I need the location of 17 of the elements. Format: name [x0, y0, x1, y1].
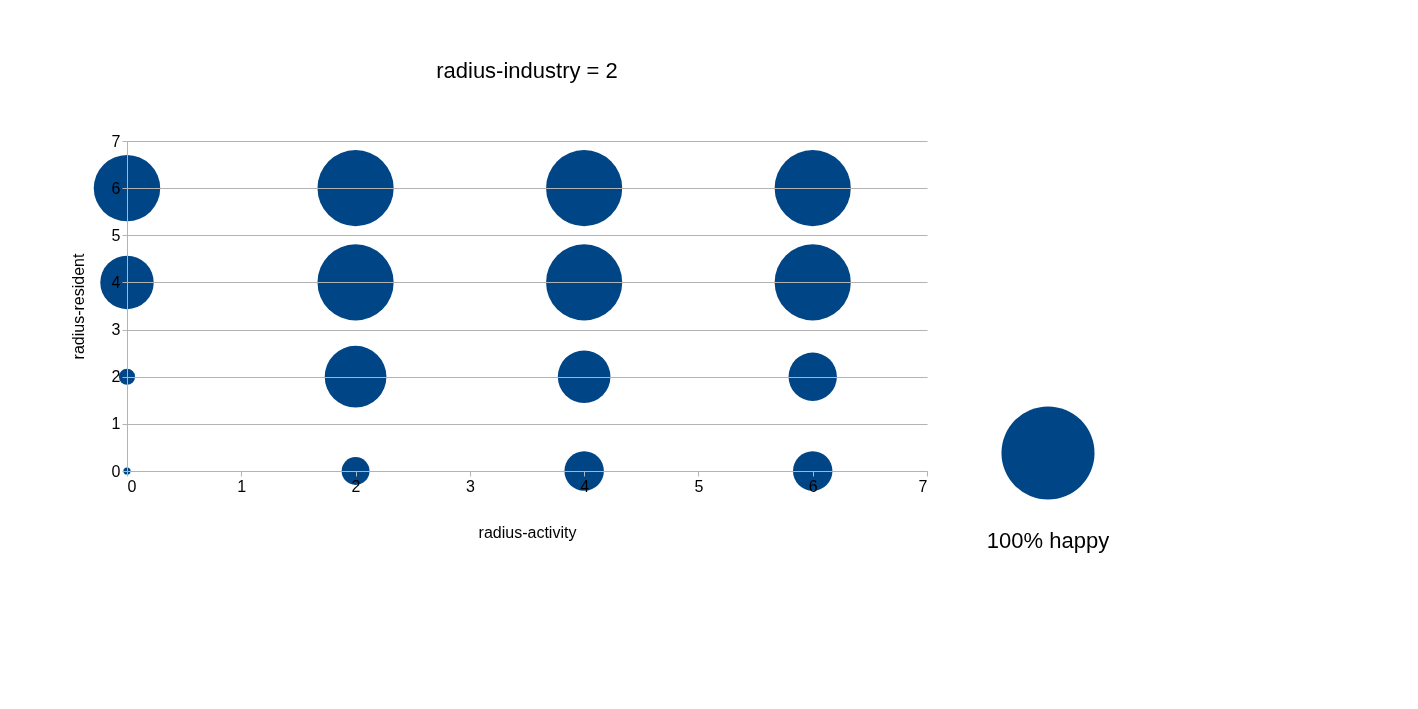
x-tick-label: 1	[237, 477, 247, 495]
y-tick-label: 2	[111, 368, 121, 386]
y-tick-label: 0	[111, 462, 121, 480]
y-tick-label: 3	[111, 321, 121, 339]
y-tick-label: 4	[111, 273, 121, 291]
chart-title: radius-industry = 2	[436, 58, 618, 83]
y-tick-label: 7	[111, 132, 121, 150]
y-axis-title: radius-resident	[69, 253, 87, 360]
y-tick-label: 5	[111, 226, 121, 244]
x-tick-label: 5	[694, 477, 704, 495]
x-tick-label: 7	[918, 477, 928, 495]
x-tick-label: 3	[465, 477, 475, 495]
y-tick-label: 6	[111, 179, 121, 197]
y-tick-label: 1	[111, 415, 121, 433]
legend-label: 100% happy	[986, 528, 1110, 553]
x-axis-title: radius-activity	[478, 523, 577, 541]
x-tick-label: 0	[127, 477, 137, 495]
